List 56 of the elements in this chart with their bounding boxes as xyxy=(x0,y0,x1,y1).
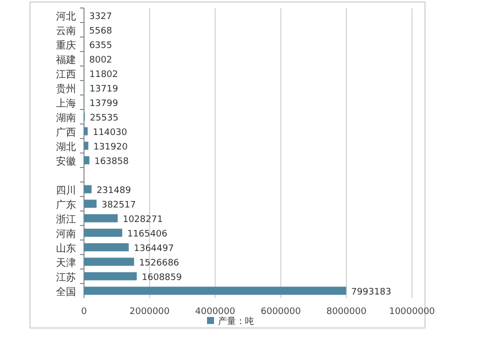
data-label: 1364497 xyxy=(134,244,174,254)
data-label: 3327 xyxy=(89,12,112,22)
data-label: 11802 xyxy=(89,70,118,80)
data-label: 1165406 xyxy=(127,229,168,240)
bar xyxy=(84,200,97,208)
bar xyxy=(84,127,88,136)
bar xyxy=(84,156,90,164)
data-label: 114030 xyxy=(92,128,128,138)
y-tick-label: 云南 xyxy=(56,24,76,37)
x-tick-label: 0 xyxy=(81,307,88,317)
data-label: 25535 xyxy=(90,113,118,124)
y-tick-label: 天津 xyxy=(56,256,76,269)
bar xyxy=(84,214,118,222)
y-tick-label: 贵州 xyxy=(56,82,76,95)
y-tick-label: 福建 xyxy=(56,54,76,66)
bar xyxy=(84,185,92,194)
bar xyxy=(84,228,122,237)
y-tick-label: 河南 xyxy=(56,228,76,240)
data-label: 13799 xyxy=(89,98,118,109)
y-tick-label: 上海 xyxy=(56,97,76,110)
data-label: 1608859 xyxy=(142,272,182,283)
data-label: 7993183 xyxy=(351,287,392,298)
y-tick-label: 江苏 xyxy=(56,271,76,284)
y-tick-label: 湖南 xyxy=(56,112,76,124)
x-tick-label: 10000000 xyxy=(389,307,436,317)
bar xyxy=(84,142,88,150)
x-tick-label: 2000000 xyxy=(130,307,170,317)
y-tick-label: 广西 xyxy=(56,126,76,138)
y-tick-label: 江西 xyxy=(56,68,76,80)
x-tick-label: 4000000 xyxy=(195,307,236,317)
y-tick-label: 湖北 xyxy=(56,140,76,153)
bar xyxy=(84,243,129,252)
x-tick-label: 6000000 xyxy=(260,307,302,317)
bar xyxy=(84,286,346,295)
bar xyxy=(84,258,134,266)
y-tick-label: 广东 xyxy=(56,198,76,211)
y-tick-label: 河北 xyxy=(56,10,76,22)
y-tick-label: 全国 xyxy=(56,286,76,298)
data-label: 1028271 xyxy=(122,214,163,225)
y-tick-label: 安徽 xyxy=(56,155,76,168)
data-label: 8002 xyxy=(89,55,112,66)
y-tick-label: 山东 xyxy=(56,242,76,254)
data-label: 231489 xyxy=(96,186,132,196)
data-label: 131920 xyxy=(93,142,128,152)
y-tick-label: 浙江 xyxy=(56,213,76,226)
data-label: 1526686 xyxy=(139,258,180,268)
x-tick-label: 8000000 xyxy=(326,307,367,317)
bar xyxy=(84,272,137,280)
legend-label: 产量：吨 xyxy=(218,316,254,327)
data-label: 5568 xyxy=(89,26,112,36)
data-label: 13719 xyxy=(89,84,118,94)
y-tick-label: 重庆 xyxy=(56,39,76,52)
y-tick-label: 四川 xyxy=(56,184,76,196)
data-label: 6355 xyxy=(89,40,112,51)
data-label: 382517 xyxy=(102,200,136,210)
data-label: 163858 xyxy=(94,156,130,167)
